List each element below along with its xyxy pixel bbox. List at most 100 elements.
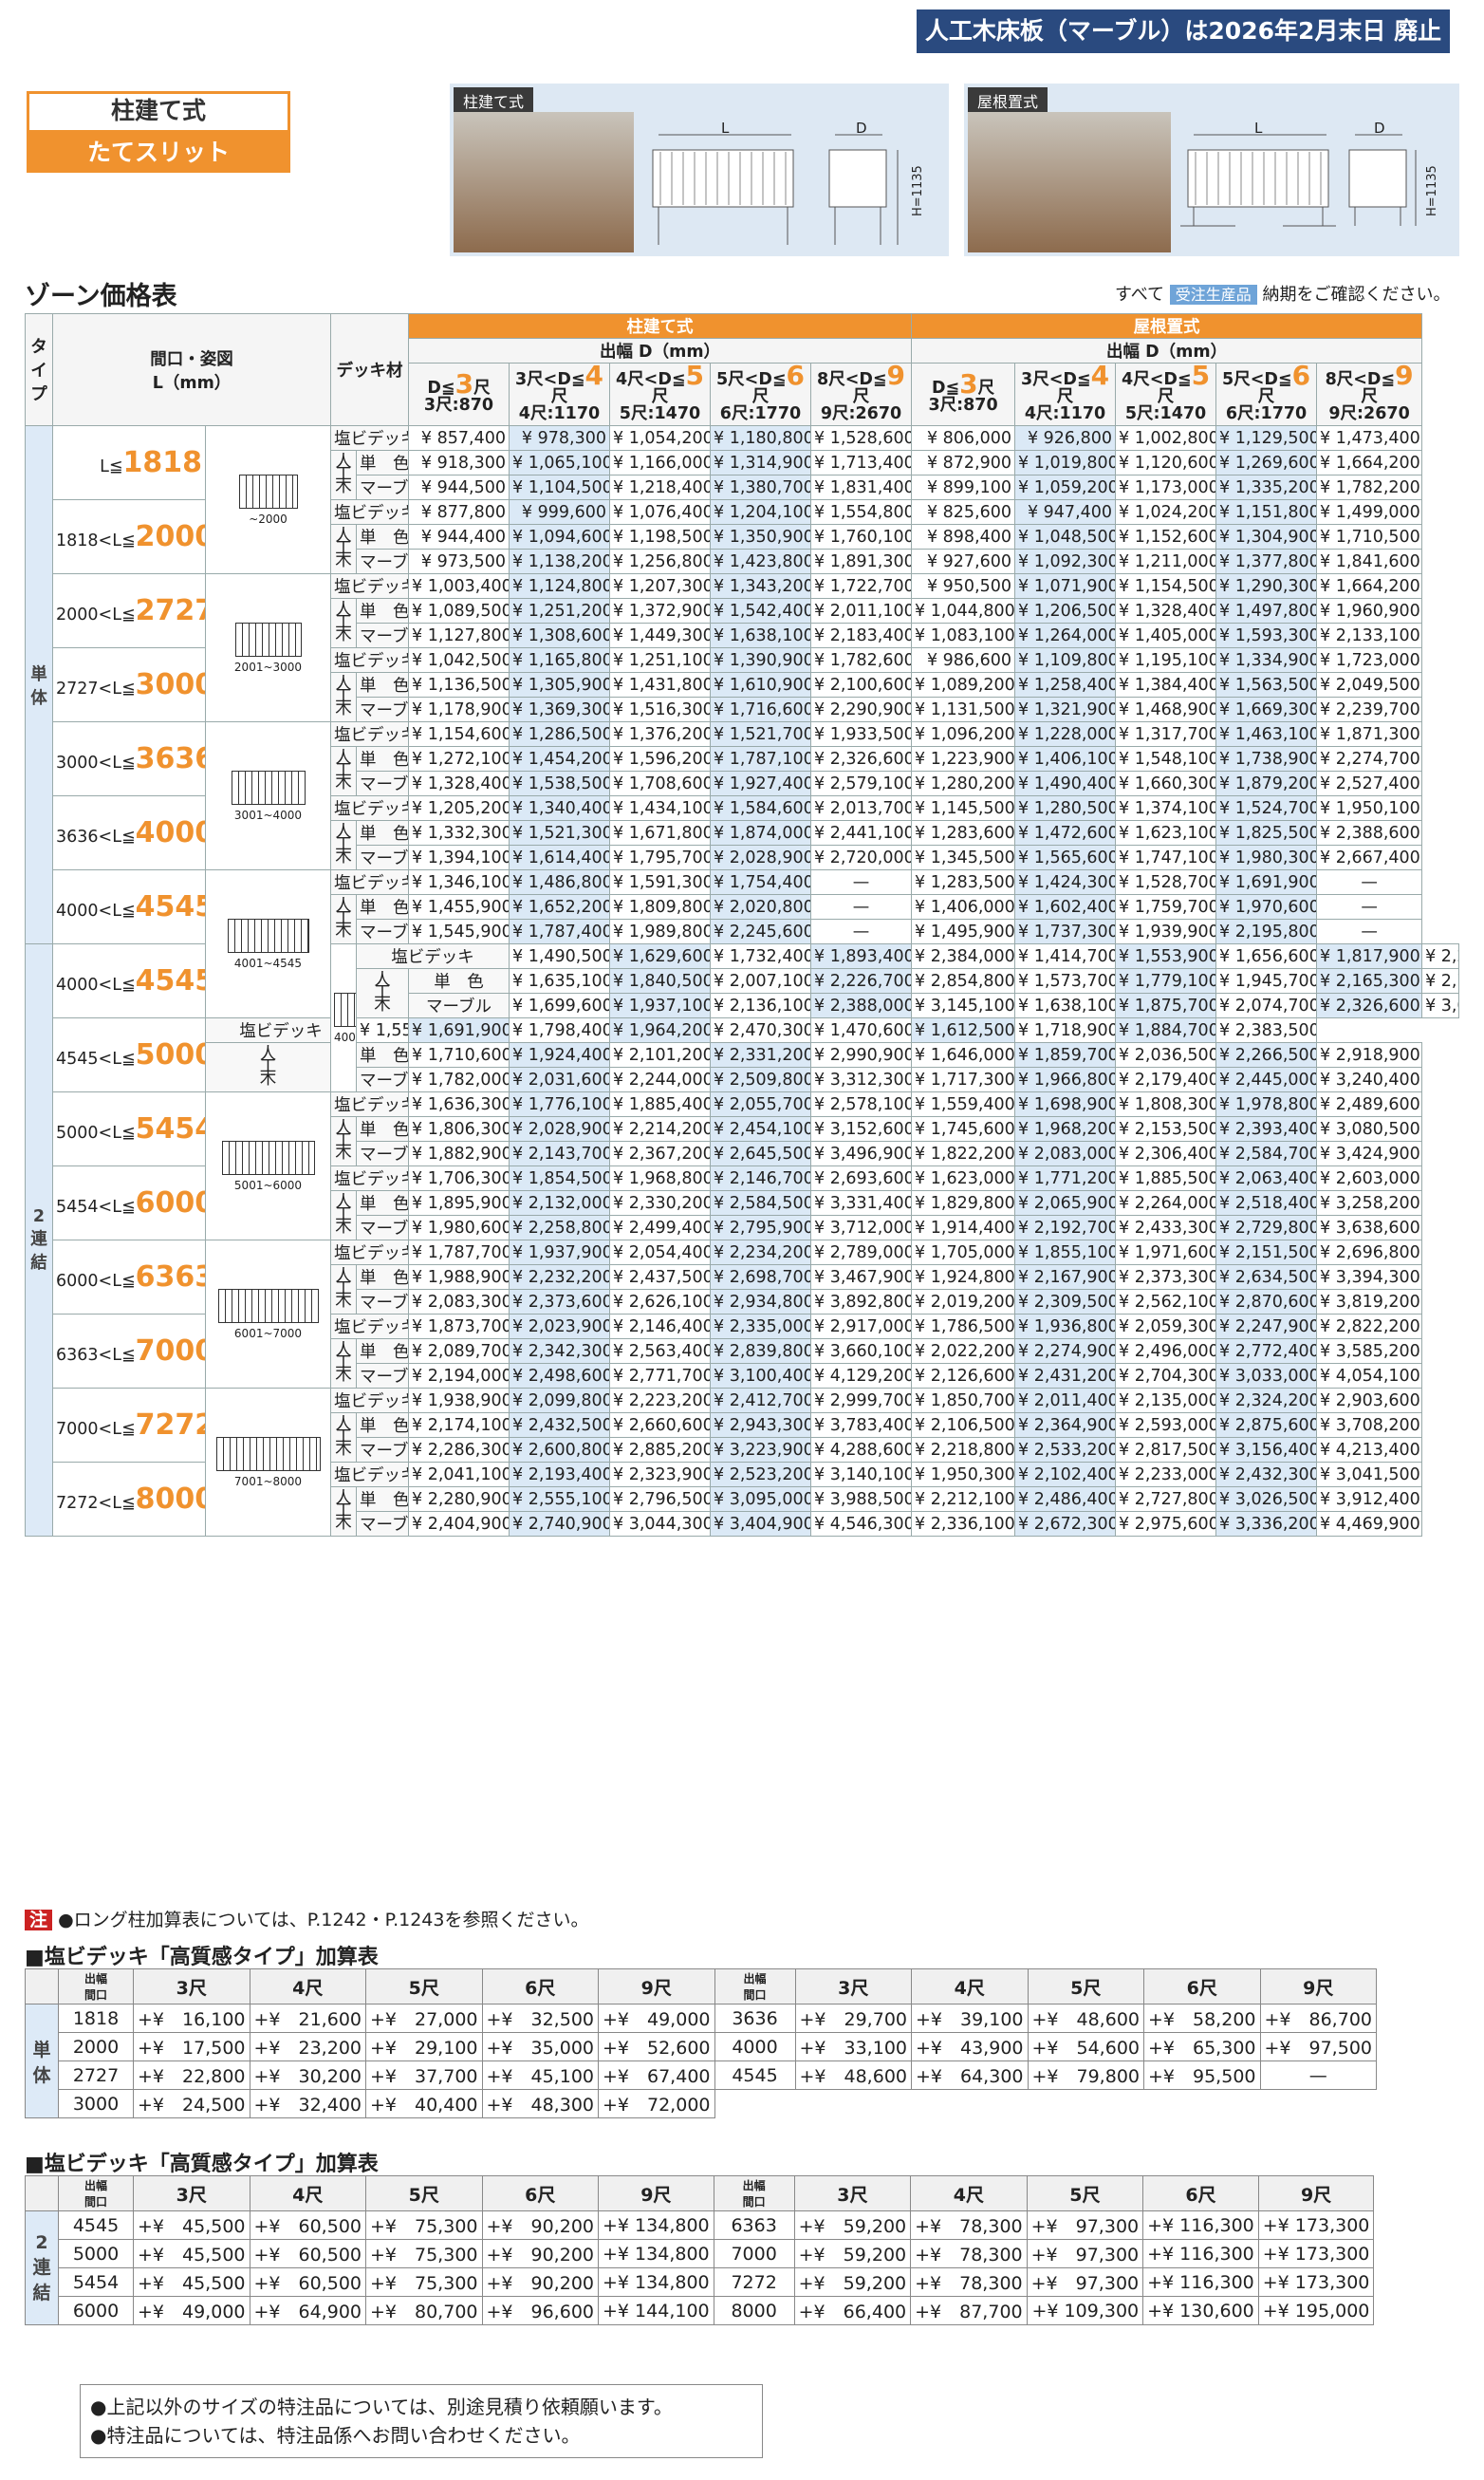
price-cell: ¥ 1,782,000 xyxy=(408,1067,510,1092)
price-cell: ¥ 1,652,200 xyxy=(509,894,610,920)
price-cell: ¥ 2,146,400 xyxy=(609,1314,711,1339)
frontage-cell: 6000 xyxy=(58,2296,134,2325)
price-cell: ¥ 1,882,900 xyxy=(408,1141,510,1166)
add-price-cell: +¥ 33,100 xyxy=(794,2032,912,2061)
frontage-cell: L≦1818 xyxy=(52,425,206,500)
material-pvc: 塩ビデッキ xyxy=(330,1314,409,1339)
material-pvc: 塩ビデッキ xyxy=(330,869,409,895)
range-num: 6 xyxy=(786,363,805,391)
price-cell: ¥ 2,179,400 xyxy=(1115,1067,1217,1092)
frontage-pre: L≦ xyxy=(100,457,123,476)
price-cell: ¥ 1,042,500 xyxy=(408,647,510,673)
th-front-label: 間口 xyxy=(742,2195,766,2209)
ko: 工 xyxy=(335,1131,352,1150)
price-cell: ¥ 926,800 xyxy=(1014,425,1117,451)
price-cell: ¥ 1,204,100 xyxy=(710,499,811,525)
price-cell: ¥ 1,738,900 xyxy=(1215,746,1318,772)
price-cell: ¥ 2,489,600 xyxy=(1316,1091,1423,1117)
frontage-pre: 4000<L≦ xyxy=(56,902,136,921)
frontage-diagram xyxy=(238,474,298,509)
add-price-cell: +¥ 59,200 xyxy=(793,2239,912,2268)
price-cell: ¥ 4,129,200 xyxy=(809,1363,913,1389)
price-cell: ¥ 1,154,600 xyxy=(408,721,510,747)
material-pvc: 塩ビデッキ xyxy=(330,573,409,599)
th-front-depth: 出幅 間口 xyxy=(58,1968,134,2005)
jin: 人 xyxy=(335,453,352,472)
jin: 人 xyxy=(335,675,352,694)
price-cell: ¥ 2,600,800 xyxy=(509,1437,610,1463)
price-cell: ¥ 1,760,100 xyxy=(809,524,913,550)
price-cell: ¥ 2,065,900 xyxy=(1014,1190,1117,1216)
price-cell: ¥ 1,406,100 xyxy=(1014,746,1117,772)
frontage-cell: 4000<L≦4545 xyxy=(52,943,206,1018)
ko: 工 xyxy=(335,1427,352,1446)
price-cell: ¥ 2,854,800 xyxy=(911,968,1016,994)
frontage-cell: 2727<L≦3000 xyxy=(52,647,206,722)
price-cell: ¥ 3,100,400 xyxy=(710,1363,811,1389)
frontage-cell: 1818 xyxy=(58,2004,134,2033)
jin: 人 xyxy=(335,601,352,620)
price-cell: ¥ 2,331,200 xyxy=(710,1042,811,1068)
price-cell: ¥ 1,854,500 xyxy=(509,1165,610,1191)
price-cell: ¥ 1,542,400 xyxy=(710,598,811,624)
add-price-cell: +¥ 59,200 xyxy=(793,2210,912,2240)
price-cell: ¥ 2,509,800 xyxy=(710,1067,811,1092)
note-text: ●ロング柱加算表については、P.1242・P.1243を参照ください。 xyxy=(58,1910,589,1930)
price-cell: ¥ 1,374,100 xyxy=(1115,795,1217,821)
price-cell: ¥ 1,936,800 xyxy=(1014,1314,1117,1339)
frontage-figure: 6001~7000 xyxy=(205,1240,331,1389)
price-cell: ¥ 2,232,200 xyxy=(509,1264,610,1290)
price-cell: ¥ 1,716,600 xyxy=(710,697,811,722)
th-col: 5尺 xyxy=(365,1968,483,2005)
moku: 木 xyxy=(335,699,352,718)
price-cell: ¥ 1,938,900 xyxy=(408,1388,510,1413)
price-cell: ¥ 3,223,900 xyxy=(710,1437,811,1463)
price-cell: ¥ 2,193,400 xyxy=(509,1462,610,1487)
th-col: 9尺 xyxy=(1257,2175,1375,2211)
delivery-note: すべて 受注生産品 納期をご確認ください。 xyxy=(1115,281,1451,306)
price-cell: ¥ 2,031,600 xyxy=(509,1067,610,1092)
note-tag: 注 xyxy=(25,1910,53,1930)
frontage-num: 3000 xyxy=(135,668,205,701)
price-cell: ¥ 2,195,800 xyxy=(1215,919,1318,944)
add-price-cell: +¥ 97,300 xyxy=(1026,2239,1144,2268)
table-row: 5454 +¥ 45,500 +¥ 60,500 +¥ 75,300 +¥ 90,200… xyxy=(26,2267,1375,2297)
price-cell: ¥ 1,528,700 xyxy=(1115,869,1217,895)
add-price-cell: +¥ 116,300 xyxy=(1142,2210,1259,2240)
price-cell: ¥ 2,266,500 xyxy=(1215,1042,1318,1068)
price-cell: ¥ 3,892,800 xyxy=(809,1289,913,1315)
price-cell: ¥ 1,671,800 xyxy=(609,820,711,846)
price-cell: ¥ 1,538,500 xyxy=(509,771,610,796)
price-cell: ¥ 2,167,900 xyxy=(1014,1264,1117,1290)
price-cell: ¥ 2,264,000 xyxy=(1115,1190,1217,1216)
price-cell: ¥ 2,822,200 xyxy=(1316,1314,1423,1339)
material-marble: マーブル xyxy=(356,1141,409,1166)
price-cell: ¥ 1,787,400 xyxy=(509,919,610,944)
add-price-cell: +¥ 60,500 xyxy=(249,2210,366,2240)
price-cell: ¥ 1,120,600 xyxy=(1115,450,1217,475)
empty-cell xyxy=(714,2090,1377,2118)
material-artificial-wood: 人工木 xyxy=(330,1116,357,1166)
price-cell: ¥ 1,786,500 xyxy=(911,1314,1016,1339)
price-cell: ¥ 1,745,600 xyxy=(911,1116,1016,1142)
table-row: マーブル¥ 944,500¥ 1,104,500¥ 1,218,400¥ 1,3… xyxy=(26,475,1459,500)
price-cell: ¥ 2,153,500 xyxy=(1115,1116,1217,1142)
jin: 人 xyxy=(335,823,352,842)
range-suf: 尺 xyxy=(1257,386,1275,406)
frontage-cell: 5454<L≦6000 xyxy=(52,1165,206,1240)
dim-d: D xyxy=(1374,120,1385,137)
th-front-label: 間口 xyxy=(83,2195,107,2209)
price-cell: ¥ 1,971,600 xyxy=(1115,1240,1217,1265)
price-cell: ¥ 944,400 xyxy=(408,524,510,550)
table-row: マーブル¥ 1,328,400¥ 1,538,500¥ 1,708,600¥ 1… xyxy=(26,771,1459,796)
price-cell: ¥ 2,934,800 xyxy=(710,1289,811,1315)
add-price-cell: +¥ 67,400 xyxy=(598,2060,715,2090)
material-marble: マーブル xyxy=(356,623,409,648)
th-front-depth: 出幅 間口 xyxy=(714,1968,796,2005)
frontage-diagram-label: 5001~6000 xyxy=(233,1178,303,1192)
price-cell: ¥ 1,308,600 xyxy=(509,623,610,648)
price-cell: ¥ 1,377,800 xyxy=(1215,549,1318,574)
frontage-diagram-label: ~2000 xyxy=(249,512,288,526)
frontage-pre: 5454<L≦ xyxy=(56,1198,136,1217)
price-cell: — xyxy=(1316,919,1423,944)
